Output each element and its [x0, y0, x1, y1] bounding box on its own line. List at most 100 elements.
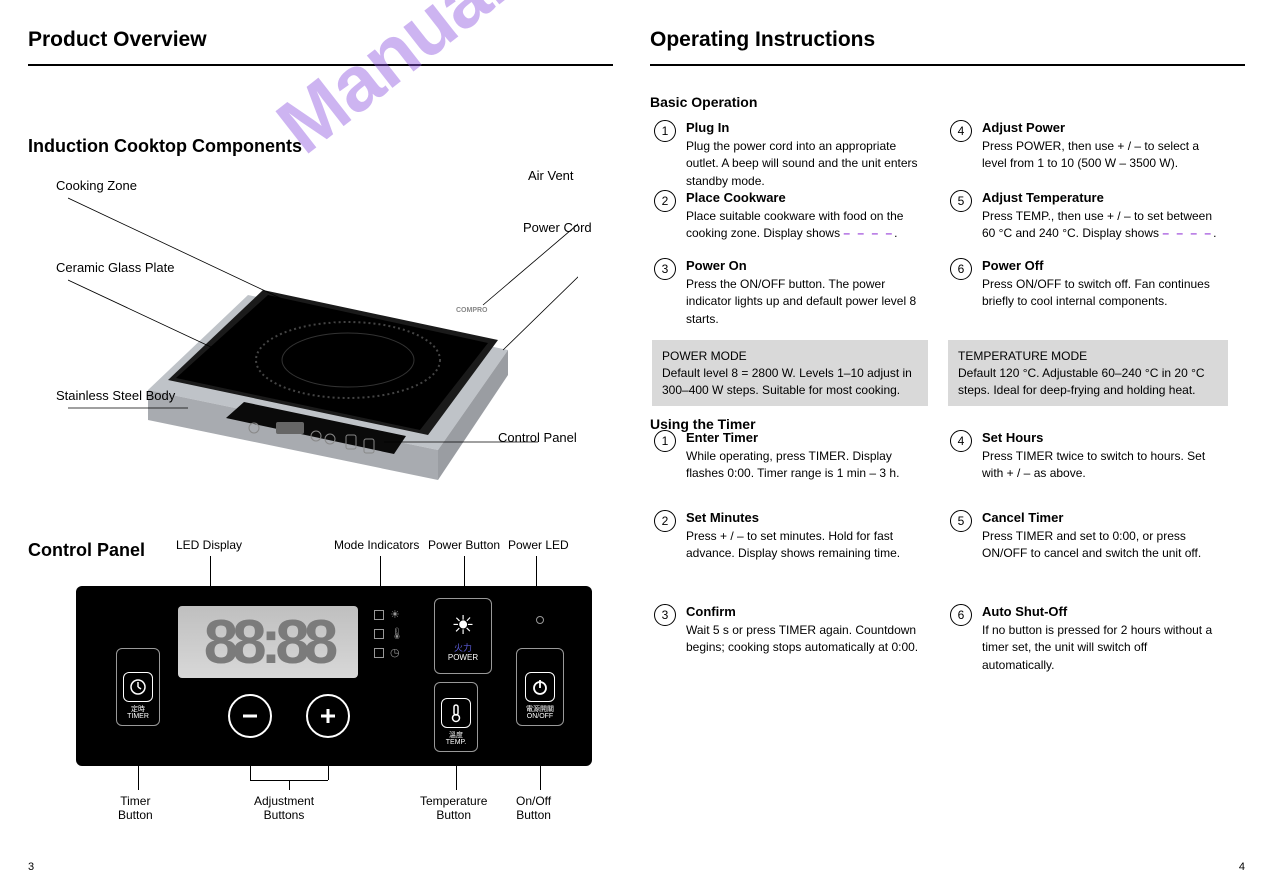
- step-marker: 5: [950, 510, 972, 532]
- callout-line: [289, 780, 290, 790]
- clock-small-icon: ◷: [390, 646, 400, 659]
- led-display: 88:88: [178, 606, 358, 678]
- callout-line: [250, 766, 251, 780]
- step-body: Place suitable cookware with food on the…: [686, 208, 926, 243]
- callout-line: [540, 766, 541, 790]
- right-rule: [650, 64, 1245, 66]
- right-title: Operating Instructions: [650, 28, 1245, 52]
- thermometer-icon: [441, 698, 471, 728]
- step-marker: 6: [950, 258, 972, 280]
- step-marker: 6: [950, 604, 972, 626]
- svg-text:COMPRO: COMPRO: [456, 307, 488, 314]
- step-title: Power On: [686, 258, 747, 273]
- display-value: 88:88: [204, 607, 333, 678]
- callout-line: [380, 556, 381, 586]
- right-column: Operating Instructions Basic Operation 1…: [650, 0, 1245, 893]
- components-subtitle: Induction Cooktop Components: [28, 136, 302, 157]
- step-title: Adjust Temperature: [982, 190, 1104, 205]
- temp-mode-box: TEMPERATURE MODEDefault 120 °C. Adjustab…: [948, 340, 1228, 406]
- step-marker: 1: [654, 120, 676, 142]
- power-icon: [525, 672, 555, 702]
- step-title: Adjust Power: [982, 120, 1065, 135]
- label-cooking-zone: Cooking Zone: [56, 178, 137, 193]
- left-header: Product Overview: [28, 28, 613, 66]
- callout-line: [328, 766, 329, 780]
- callout-line: [138, 766, 139, 790]
- step-body: Plug the power cord into an appropriate …: [686, 138, 926, 190]
- plus-icon: [316, 704, 340, 728]
- callout-line: [464, 556, 465, 586]
- step-body: Press + / – to set minutes. Hold for fas…: [686, 528, 926, 563]
- callout-line: [210, 556, 211, 586]
- callout-adjust: AdjustmentButtons: [254, 794, 314, 823]
- step-body: Press TIMER twice to switch to hours. Se…: [982, 448, 1222, 483]
- callout-mode: Mode Indicators: [334, 538, 419, 552]
- power-mode-box: POWER MODEDefault level 8 = 2800 W. Leve…: [652, 340, 928, 406]
- clock-icon: [123, 672, 153, 702]
- basic-op-title: Basic Operation: [650, 94, 757, 110]
- power-level-button[interactable]: ☀ 火力 POWER: [434, 598, 492, 674]
- left-rule: [28, 64, 613, 66]
- timer-label: 定時TIMER: [127, 706, 149, 721]
- timer-button[interactable]: 定時TIMER: [116, 648, 160, 726]
- label-body: Stainless Steel Body: [56, 388, 175, 403]
- step-title: Power Off: [982, 258, 1043, 273]
- power-en-label: POWER: [448, 654, 478, 663]
- temp-button[interactable]: 溫度TEMP.: [434, 682, 478, 752]
- page-number-right: 4: [1239, 861, 1245, 873]
- label-control-panel: Control Panel: [498, 430, 577, 445]
- step-marker: 1: [654, 430, 676, 452]
- step-title: Set Hours: [982, 430, 1043, 445]
- callout-timer: TimerButton: [118, 794, 153, 823]
- step-body: Press TIMER and set to 0:00, or press ON…: [982, 528, 1222, 563]
- power-led: [536, 616, 544, 624]
- step-body: Press ON/OFF to switch off. Fan continue…: [982, 276, 1222, 311]
- callout-onoff: On/OffButton: [516, 794, 551, 823]
- step-title: Auto Shut-Off: [982, 604, 1067, 619]
- step-marker: 3: [654, 258, 676, 280]
- left-column: Product Overview Induction Cooktop Compo…: [28, 0, 613, 893]
- plus-button[interactable]: [306, 694, 350, 738]
- step-body: Press the ON/OFF button. The power indic…: [686, 276, 926, 328]
- left-title: Product Overview: [28, 28, 613, 52]
- step-marker: 2: [654, 190, 676, 212]
- sun-icon: ☀: [390, 608, 400, 621]
- page-number-left: 3: [28, 861, 34, 873]
- step-marker: 4: [950, 430, 972, 452]
- sun-icon: ☀: [451, 610, 474, 641]
- step-body: Press POWER, then use + / – to select a …: [982, 138, 1222, 173]
- step-body: While operating, press TIMER. Display fl…: [686, 448, 926, 483]
- step-marker: 3: [654, 604, 676, 626]
- temp-label: 溫度TEMP.: [446, 732, 467, 747]
- minus-button[interactable]: [228, 694, 272, 738]
- thermometer-icon: 🌡: [390, 627, 404, 640]
- power-cn-label: 火力: [454, 641, 472, 654]
- step-marker: 5: [950, 190, 972, 212]
- step-marker: 2: [654, 510, 676, 532]
- step-marker: 4: [950, 120, 972, 142]
- label-air-vent: Air Vent: [528, 168, 574, 183]
- callout-line: [536, 556, 537, 586]
- callout-led: Power LED: [508, 538, 569, 552]
- page: Manualshive.com Product Overview Inducti…: [0, 0, 1263, 893]
- minus-icon: [238, 704, 262, 728]
- right-header: Operating Instructions: [650, 28, 1245, 66]
- step-title: Confirm: [686, 604, 736, 619]
- callout-temp: TemperatureButton: [420, 794, 487, 823]
- step-title: Cancel Timer: [982, 510, 1063, 525]
- label-ceramic: Ceramic Glass Plate: [56, 260, 174, 275]
- step-title: Place Cookware: [686, 190, 786, 205]
- onoff-label: 電源開關ON/OFF: [526, 706, 554, 721]
- product-figure: COMPRO Cooking Zone Ceramic Glass Plate …: [68, 160, 578, 480]
- step-body: Wait 5 s or press TIMER again. Countdown…: [686, 622, 926, 657]
- step-title: Plug In: [686, 120, 729, 135]
- callout-display: LED Display: [176, 538, 242, 552]
- step-body: If no button is pressed for 2 hours with…: [982, 622, 1222, 674]
- onoff-button[interactable]: 電源開關ON/OFF: [516, 648, 564, 726]
- step-title: Enter Timer: [686, 430, 758, 445]
- callout-line: [456, 766, 457, 790]
- panel-figure: LED Display Mode Indicators Power Button…: [76, 586, 592, 766]
- step-body: Press TEMP., then use + / – to set betwe…: [982, 208, 1222, 243]
- label-power-cord: Power Cord: [523, 220, 592, 235]
- mode-indicators: ☀ 🌡 ◷: [374, 608, 404, 665]
